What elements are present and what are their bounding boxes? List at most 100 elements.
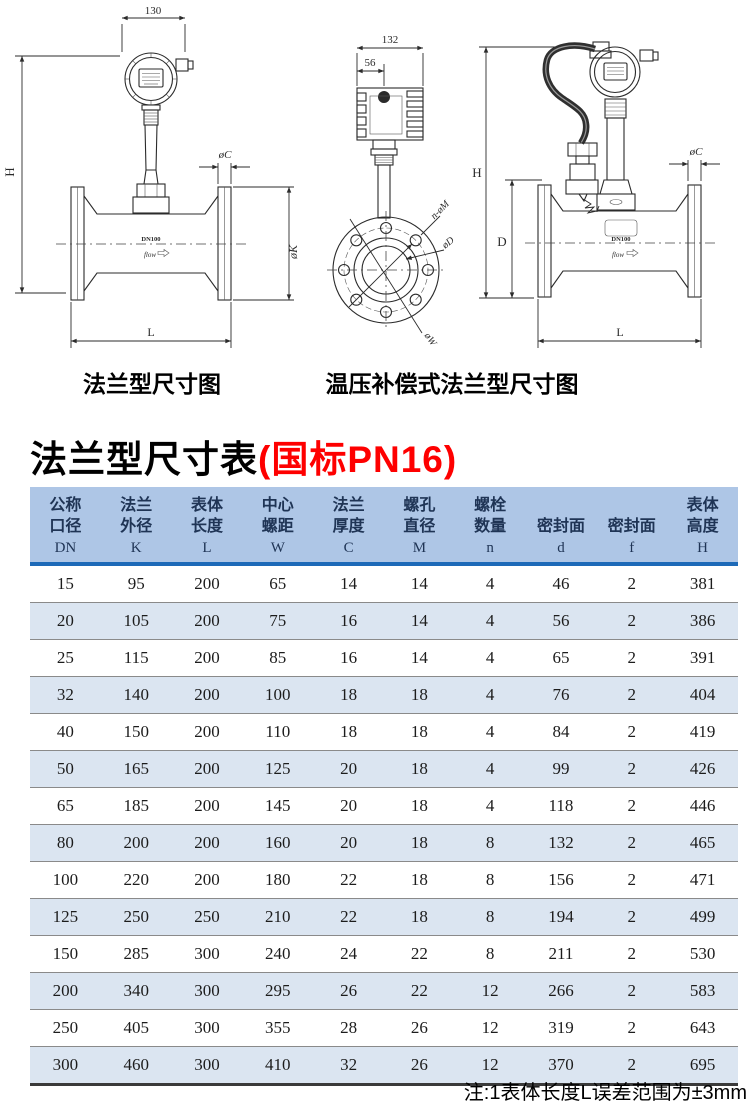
column-title: 法兰 外径 bbox=[120, 497, 153, 535]
table-cell: 530 bbox=[667, 935, 738, 973]
column-symbol: W bbox=[270, 540, 285, 556]
table-cell: 16 bbox=[313, 602, 384, 640]
column-header-M: 螺孔 直径 M bbox=[383, 487, 455, 566]
table-cell: 14 bbox=[410, 574, 428, 593]
section-title-main: 法兰型尺寸表 bbox=[30, 439, 258, 480]
table-row: 150 285 300 240 24 22 8 211 2 530 bbox=[30, 935, 738, 973]
table-cell: 386 bbox=[667, 602, 738, 640]
table-cell: 465 bbox=[667, 824, 738, 862]
table-cell: 14 bbox=[383, 639, 455, 677]
table-cell: 200 bbox=[194, 574, 220, 593]
table-cell: 22 bbox=[313, 861, 384, 899]
transmitter-head bbox=[124, 52, 194, 106]
table-cell: 2 bbox=[596, 972, 668, 1010]
table-cell: 2 bbox=[596, 824, 668, 862]
table-cell: 18 bbox=[383, 676, 455, 714]
table-cell: 18 bbox=[383, 750, 455, 788]
column-title: 中心 螺距 bbox=[261, 497, 294, 535]
table-cell: 50 bbox=[30, 750, 101, 788]
table-cell: 14 bbox=[383, 602, 455, 640]
table-cell: 210 bbox=[242, 898, 314, 936]
table-cell: 26 bbox=[383, 1046, 455, 1086]
table-cell: 4 bbox=[454, 787, 526, 825]
table-cell: 22 bbox=[383, 972, 455, 1010]
table-cell: 156 bbox=[525, 861, 597, 899]
column-symbol: f bbox=[629, 540, 635, 556]
table-cell: 160 bbox=[242, 824, 314, 862]
meter-stem bbox=[596, 98, 636, 211]
table-cell: 165 bbox=[100, 750, 172, 788]
compensated-type-caption: 温压补偿式法兰型尺寸图 bbox=[326, 371, 579, 397]
table-row: 65 185 200 145 20 18 4 118 2 446 bbox=[30, 787, 738, 825]
table-cell: 18 bbox=[383, 787, 455, 825]
table-cell: 26 bbox=[383, 1009, 455, 1047]
table-row: 32 140 200 100 18 18 4 76 2 404 bbox=[30, 676, 738, 714]
table-cell: 583 bbox=[667, 972, 738, 1010]
table-cell: 471 bbox=[667, 861, 738, 899]
table-cell: 2 bbox=[627, 574, 637, 593]
table-row: 50 165 200 125 20 18 4 99 2 426 bbox=[30, 750, 738, 788]
column-header-H: 表体 高度 H bbox=[667, 487, 738, 566]
table-cell: 25 bbox=[30, 639, 101, 677]
dim-outer-diameter-label: øW bbox=[421, 330, 439, 349]
table-cell: 65 bbox=[525, 639, 597, 677]
dim-offset-label: 56 bbox=[365, 57, 377, 69]
table-cell: 200 bbox=[171, 676, 243, 714]
table-cell: 300 bbox=[30, 1046, 101, 1086]
table-header-row: 公称 口径 DN 法兰 外径 K 表体 长度 L 中心 螺距 W 法兰 厚度 C 螺孔 直径 M 螺栓 … bbox=[30, 487, 738, 566]
column-symbol: d bbox=[557, 540, 565, 556]
table-cell: 695 bbox=[667, 1046, 738, 1086]
table-cell: 355 bbox=[242, 1009, 314, 1047]
table-cell: 18 bbox=[383, 898, 455, 936]
table-cell: 8 bbox=[454, 861, 526, 899]
table-cell: 300 bbox=[171, 972, 243, 1010]
table-cell: 2 bbox=[596, 1046, 668, 1086]
dim-width-label: 130 bbox=[145, 5, 162, 17]
flow-arrow-icon bbox=[157, 248, 170, 258]
table-cell: 2 bbox=[596, 676, 668, 714]
table-cell: 381 bbox=[689, 574, 716, 593]
table-cell: 300 bbox=[171, 935, 243, 973]
column-title: 公称 口径 bbox=[49, 497, 82, 535]
table-cell: 14 bbox=[340, 574, 358, 593]
table-cell: 200 bbox=[171, 602, 243, 640]
table-cell: 419 bbox=[667, 713, 738, 751]
column-header-d: 密封面 d bbox=[525, 487, 597, 566]
table-row: 25 115 200 85 16 14 4 65 2 391 bbox=[30, 639, 738, 677]
table-cell: 99 bbox=[525, 750, 597, 788]
flange-type-caption: 法兰型尺寸图 bbox=[83, 371, 221, 397]
column-symbol: n bbox=[486, 540, 494, 556]
table-cell: 46 bbox=[552, 574, 570, 593]
column-symbol: K bbox=[130, 540, 142, 556]
table-cell: 18 bbox=[383, 861, 455, 899]
table-cell: 100 bbox=[30, 861, 101, 899]
table-cell: 200 bbox=[171, 787, 243, 825]
table-cell: 319 bbox=[525, 1009, 597, 1047]
front-stem bbox=[370, 148, 398, 219]
table-cell: 2 bbox=[596, 787, 668, 825]
table-cell: 8 bbox=[454, 824, 526, 862]
table-row: 80 200 200 160 20 18 8 132 2 465 bbox=[30, 824, 738, 862]
table-cell: 200 bbox=[30, 972, 101, 1010]
column-header-f: 密封面 f bbox=[596, 487, 668, 566]
table-cell: 76 bbox=[525, 676, 597, 714]
dim-flange-thickness-label: øC bbox=[689, 146, 704, 158]
table-cell: 110 bbox=[242, 713, 314, 751]
table-cell: 250 bbox=[100, 898, 172, 936]
table-cell: 118 bbox=[525, 787, 597, 825]
column-title: 表体 高度 bbox=[686, 497, 719, 535]
compensation-hose bbox=[542, 41, 612, 214]
table-cell: 300 bbox=[171, 1046, 243, 1086]
table-cell: 250 bbox=[171, 898, 243, 936]
table-cell: 2 bbox=[596, 639, 668, 677]
flow-brand-label: flow bbox=[612, 251, 624, 259]
table-cell: 4 bbox=[485, 574, 495, 593]
table-cell: 2 bbox=[596, 861, 668, 899]
table-cell: 105 bbox=[100, 602, 172, 640]
column-title: 表体 长度 bbox=[190, 497, 223, 535]
table-cell: 12 bbox=[454, 1009, 526, 1047]
table-cell: 150 bbox=[100, 713, 172, 751]
table-row: 125 250 250 210 22 18 8 194 2 499 bbox=[30, 898, 738, 936]
table-cell: 200 bbox=[100, 824, 172, 862]
tolerance-note: 注:1表体长度L误差范围为±3mm bbox=[463, 1082, 747, 1104]
